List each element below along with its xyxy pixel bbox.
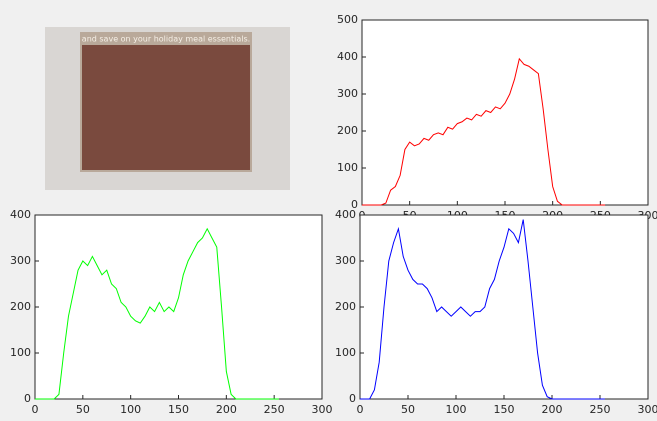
flyer-headline: and save on your holiday meal essentials… bbox=[82, 35, 250, 44]
y-tick-label: 400 bbox=[10, 208, 31, 221]
y-tick-label: 300 bbox=[10, 254, 31, 267]
x-tick-label: 200 bbox=[216, 403, 237, 416]
x-tick-label: 100 bbox=[446, 403, 467, 416]
axes bbox=[360, 215, 648, 399]
y-tick-label: 0 bbox=[349, 392, 356, 405]
y-tick-label: 500 bbox=[337, 13, 358, 26]
photo: and save on your holiday meal essentials… bbox=[45, 27, 290, 190]
y-tick-label: 300 bbox=[335, 254, 356, 267]
y-tick-label: 100 bbox=[10, 346, 31, 359]
y-tick-label: 0 bbox=[24, 392, 31, 405]
axes bbox=[35, 215, 322, 399]
figure: and save on your holiday meal essentials… bbox=[0, 0, 657, 421]
y-tick-label: 400 bbox=[337, 50, 358, 63]
y-tick-label: 300 bbox=[337, 87, 358, 100]
y-tick-label: 400 bbox=[335, 208, 356, 221]
x-tick-label: 100 bbox=[120, 403, 141, 416]
flyer-ads bbox=[82, 45, 250, 170]
x-tick-label: 0 bbox=[357, 403, 364, 416]
x-tick-label: 250 bbox=[264, 403, 285, 416]
y-tick-label: 100 bbox=[335, 346, 356, 359]
y-tick-label: 200 bbox=[337, 124, 358, 137]
x-tick-label: 300 bbox=[312, 403, 333, 416]
y-tick-label: 200 bbox=[10, 300, 31, 313]
axes bbox=[362, 20, 648, 205]
x-tick-label: 0 bbox=[32, 403, 39, 416]
y-tick-label: 100 bbox=[337, 161, 358, 174]
x-tick-label: 50 bbox=[76, 403, 90, 416]
x-tick-label: 300 bbox=[638, 403, 657, 416]
x-tick-label: 50 bbox=[401, 403, 415, 416]
x-tick-label: 150 bbox=[494, 403, 515, 416]
x-tick-label: 250 bbox=[590, 403, 611, 416]
x-tick-label: 150 bbox=[168, 403, 189, 416]
x-tick-label: 200 bbox=[542, 403, 563, 416]
y-tick-label: 200 bbox=[335, 300, 356, 313]
